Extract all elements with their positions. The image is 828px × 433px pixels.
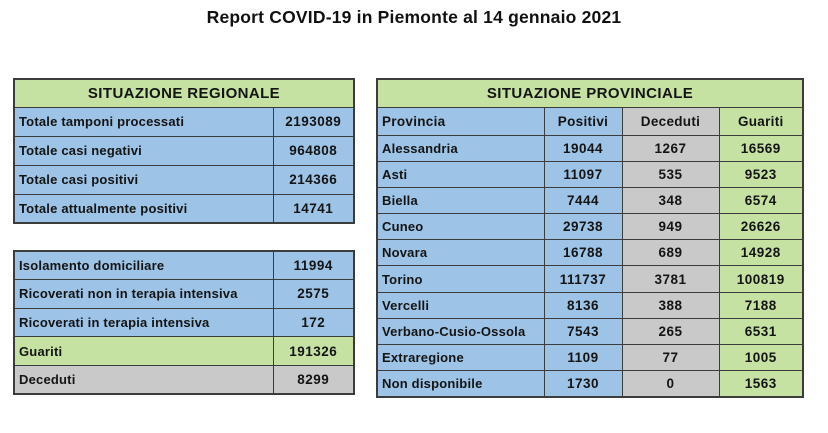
row-label: Totale tamponi processati: [13, 106, 274, 137]
province-positivi: 1730: [543, 370, 623, 398]
province-provincia: Verbano-Cusio-Ossola: [376, 317, 545, 346]
province-deceduti: 265: [621, 317, 720, 346]
province-row: Asti 11097 535 9523: [376, 160, 804, 188]
table-row: Totale casi positivi 214366: [13, 164, 355, 195]
province-guariti: 6531: [718, 317, 804, 346]
row-label: Guariti: [13, 336, 274, 366]
column-header-guariti: Guariti: [718, 106, 804, 136]
province-deceduti: 535: [621, 160, 720, 188]
province-provincia: Asti: [376, 160, 545, 188]
province-positivi: 11097: [543, 160, 623, 188]
province-positivi: 19044: [543, 134, 623, 162]
row-value: 8299: [272, 364, 355, 395]
column-header-deceduti: Deceduti: [621, 106, 720, 136]
province-deceduti: 0: [621, 370, 720, 398]
province-row: Cuneo 29738 949 26626: [376, 213, 804, 241]
province-guariti: 26626: [718, 213, 804, 241]
row-label: Totale casi negativi: [13, 135, 274, 166]
provincial-section-header: SITUAZIONE PROVINCIALE: [376, 78, 804, 108]
row-label: Ricoverati in terapia intensiva: [13, 307, 274, 338]
row-label: Totale casi positivi: [13, 164, 274, 195]
table-row: Guariti 191326: [13, 336, 355, 366]
row-value: 172: [272, 307, 355, 338]
province-positivi: 29738: [543, 213, 623, 241]
province-positivi: 16788: [543, 239, 623, 267]
province-guariti: 100819: [718, 265, 804, 293]
detail-table: Isolamento domiciliare 11994 Ricoverati no…: [13, 250, 355, 395]
province-deceduti: 77: [621, 343, 720, 372]
province-row: Non disponibile 1730 0 1563: [376, 370, 804, 398]
province-positivi: 8136: [543, 291, 623, 319]
province-positivi: 7444: [543, 186, 623, 215]
province-guariti: 16569: [718, 134, 804, 162]
province-provincia: Alessandria: [376, 134, 545, 162]
table-row: Totale attualmente positivi 14741: [13, 193, 355, 224]
table-row: Totale tamponi processati 2193089: [13, 106, 355, 137]
row-value: 214366: [272, 164, 355, 195]
regional-section-header: SITUAZIONE REGIONALE: [13, 78, 355, 108]
province-guariti: 9523: [718, 160, 804, 188]
province-row: Vercelli 8136 388 7188: [376, 291, 804, 319]
province-deceduti: 949: [621, 213, 720, 241]
page-title: Report COVID-19 in Piemonte al 14 gennai…: [206, 7, 622, 27]
table-row: Totale casi negativi 964808: [13, 135, 355, 166]
province-row: Novara 16788 689 14928: [376, 239, 804, 267]
table-row: Deceduti 8299: [13, 364, 355, 395]
province-provincia: Extraregione: [376, 343, 545, 372]
province-row: Biella 7444 348 6574: [376, 186, 804, 215]
province-guariti: 1563: [718, 370, 804, 398]
row-value: 964808: [272, 135, 355, 166]
province-guariti: 6574: [718, 186, 804, 215]
provincial-table: SITUAZIONE PROVINCIALE Provincia Positiv…: [376, 78, 804, 398]
regional-table: SITUAZIONE REGIONALE Totale tamponi proc…: [13, 78, 355, 224]
row-label: Ricoverati non in terapia intensiva: [13, 279, 274, 309]
province-deceduti: 348: [621, 186, 720, 215]
province-deceduti: 388: [621, 291, 720, 319]
province-row: Verbano-Cusio-Ossola 7543 265 6531: [376, 317, 804, 346]
province-positivi: 1109: [543, 343, 623, 372]
province-row: Extraregione 1109 77 1005: [376, 343, 804, 372]
row-value: 2575: [272, 279, 355, 309]
province-guariti: 7188: [718, 291, 804, 319]
row-label: Isolamento domiciliare: [13, 250, 274, 281]
province-row: Torino 111737 3781 100819: [376, 265, 804, 293]
row-value: 191326: [272, 336, 355, 366]
province-provincia: Biella: [376, 186, 545, 215]
provincial-column-header-row: Provincia Positivi Deceduti Guariti: [376, 106, 804, 136]
regional-header-row: SITUAZIONE REGIONALE: [13, 78, 355, 108]
province-positivi: 7543: [543, 317, 623, 346]
column-header-provincia: Provincia: [376, 106, 545, 136]
province-guariti: 1005: [718, 343, 804, 372]
province-provincia: Novara: [376, 239, 545, 267]
provincial-header-row: SITUAZIONE PROVINCIALE: [376, 78, 804, 108]
province-positivi: 111737: [543, 265, 623, 293]
province-deceduti: 1267: [621, 134, 720, 162]
row-value: 2193089: [272, 106, 355, 137]
table-row: Ricoverati non in terapia intensiva 2575: [13, 279, 355, 309]
province-provincia: Torino: [376, 265, 545, 293]
table-row: Ricoverati in terapia intensiva 172: [13, 307, 355, 338]
row-value: 14741: [272, 193, 355, 224]
province-deceduti: 3781: [621, 265, 720, 293]
table-row: Isolamento domiciliare 11994: [13, 250, 355, 281]
province-guariti: 14928: [718, 239, 804, 267]
row-value: 11994: [272, 250, 355, 281]
province-provincia: Non disponibile: [376, 370, 545, 398]
province-deceduti: 689: [621, 239, 720, 267]
row-label: Totale attualmente positivi: [13, 193, 274, 224]
row-label: Deceduti: [13, 364, 274, 395]
column-header-positivi: Positivi: [543, 106, 623, 136]
province-provincia: Vercelli: [376, 291, 545, 319]
province-provincia: Cuneo: [376, 213, 545, 241]
province-row: Alessandria 19044 1267 16569: [376, 134, 804, 162]
